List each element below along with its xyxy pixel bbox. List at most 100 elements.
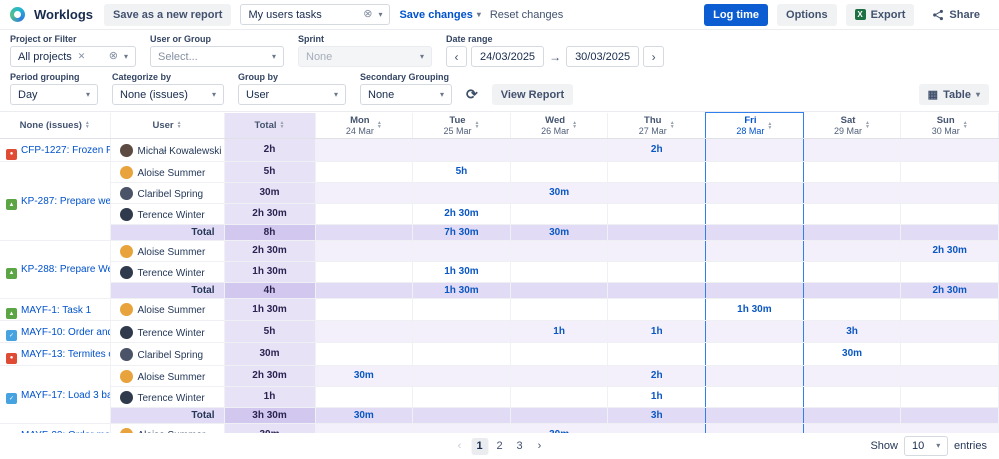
worklog-cell[interactable] [900, 203, 999, 225]
worklog-cell[interactable] [412, 182, 511, 204]
worklog-cell[interactable] [705, 320, 804, 343]
worklog-cell[interactable]: 1h 30m [412, 261, 511, 283]
column-header[interactable]: Mon 24 Mar ▲ ▼ [315, 112, 414, 139]
user-group-select[interactable]: Select... ▾ [150, 46, 284, 67]
worklog-cell[interactable] [510, 138, 609, 162]
issue-link[interactable]: MAYF-13: Termites on... [21, 349, 109, 360]
worklog-cell[interactable] [803, 298, 902, 321]
column-header[interactable]: Fri 28 Mar ▲ ▼ [705, 112, 804, 139]
period-grouping-select[interactable]: Day ▾ [10, 84, 98, 105]
column-header[interactable]: Thu 27 Mar ▲ ▼ [607, 112, 707, 139]
worklog-cell[interactable] [315, 320, 414, 343]
issue-link[interactable]: KP-287: Prepare week... [21, 195, 109, 207]
page-size-select[interactable]: 10 ▾ [903, 436, 948, 456]
worklog-cell[interactable]: 30m [510, 182, 609, 204]
page-button[interactable]: 1 [471, 437, 488, 455]
issue-link[interactable]: MAYF-20: Order mate... [21, 430, 109, 434]
worklog-cell[interactable] [315, 298, 414, 321]
worklog-cell[interactable]: 1h [510, 320, 609, 343]
worklog-cell[interactable] [900, 423, 999, 433]
clear-icon[interactable]: ⊗ [363, 8, 373, 20]
worklog-cell[interactable] [607, 182, 707, 204]
refresh-button[interactable]: ⟳ [466, 84, 478, 105]
worklog-cell[interactable] [803, 182, 902, 204]
worklog-cell[interactable] [900, 342, 999, 366]
table-view-button[interactable]: ▦ Table ▾ [918, 84, 989, 105]
worklog-cell[interactable] [803, 386, 902, 408]
save-changes-button[interactable]: Save changes ▾ [399, 9, 480, 21]
worklog-cell[interactable] [803, 203, 902, 225]
worklog-cell[interactable] [510, 386, 609, 408]
worklog-cell[interactable] [900, 182, 999, 204]
worklog-cell[interactable] [315, 138, 414, 162]
worklog-cell[interactable] [705, 365, 804, 387]
worklog-cell[interactable] [900, 138, 999, 162]
column-header[interactable]: Tue 25 Mar ▲ ▼ [412, 112, 511, 139]
worklog-cell[interactable] [412, 423, 511, 433]
worklog-cell[interactable] [412, 138, 511, 162]
worklog-cell[interactable] [412, 320, 511, 343]
worklog-cell[interactable] [510, 240, 609, 262]
worklog-cell[interactable]: 1h [607, 320, 707, 343]
column-header[interactable]: Total ▲ ▼ [224, 112, 316, 139]
worklog-cell[interactable] [803, 365, 902, 387]
worklog-cell[interactable] [607, 161, 707, 183]
worklog-cell[interactable] [900, 320, 999, 343]
remove-tag-icon[interactable]: ✕ [77, 51, 86, 61]
column-header[interactable]: User ▲ ▼ [110, 112, 225, 139]
issue-link[interactable]: MAYF-10: Order and ... [21, 327, 109, 338]
worklog-cell[interactable] [803, 161, 902, 183]
worklog-cell[interactable]: 30m [803, 342, 902, 366]
column-header[interactable]: Sat 29 Mar ▲ ▼ [803, 112, 902, 139]
worklog-cell[interactable] [705, 240, 804, 262]
worklog-cell[interactable] [705, 386, 804, 408]
worklog-cell[interactable] [900, 161, 999, 183]
worklog-cell[interactable] [412, 298, 511, 321]
issue-link[interactable]: MAYF-17: Load 3 barr... [21, 389, 109, 401]
worklog-cell[interactable] [510, 261, 609, 283]
worklog-cell[interactable] [412, 386, 511, 408]
worklog-cell[interactable] [803, 261, 902, 283]
save-as-new-report-button[interactable]: Save as a new report [104, 3, 232, 26]
worklog-cell[interactable] [705, 261, 804, 283]
worklog-cell[interactable] [315, 386, 414, 408]
worklog-cell[interactable]: 1h [607, 386, 707, 408]
log-time-button[interactable]: Log time [704, 3, 769, 26]
view-report-button[interactable]: View Report [491, 84, 574, 105]
worklog-cell[interactable] [510, 342, 609, 366]
issue-link[interactable]: KP-288: Prepare Week... [21, 264, 109, 276]
options-button[interactable]: Options [777, 3, 837, 26]
worklog-cell[interactable] [315, 161, 414, 183]
worklog-cell[interactable] [510, 161, 609, 183]
worklog-cell[interactable] [412, 342, 511, 366]
worklog-cell[interactable] [510, 298, 609, 321]
worklog-cell[interactable] [607, 423, 707, 433]
worklog-cell[interactable] [705, 342, 804, 366]
date-to-input[interactable]: 30/03/2025 [566, 46, 640, 67]
worklog-cell[interactable] [803, 240, 902, 262]
worklog-cell[interactable] [705, 423, 804, 433]
worklog-cell[interactable] [607, 298, 707, 321]
worklog-cell[interactable]: 2h 30m [900, 240, 999, 262]
worklog-cell[interactable]: 2h [607, 138, 707, 162]
worklog-cell[interactable] [607, 203, 707, 225]
worklog-cell[interactable] [510, 203, 609, 225]
page-button[interactable]: 2 [491, 438, 508, 455]
export-button[interactable]: X Export [845, 3, 915, 26]
worklog-cell[interactable] [705, 138, 804, 162]
worklog-cell[interactable]: 3h [803, 320, 902, 343]
worklog-cell[interactable] [607, 261, 707, 283]
clear-icon[interactable]: ⊗ [108, 50, 118, 62]
worklog-cell[interactable] [607, 342, 707, 366]
worklog-cell[interactable] [803, 423, 902, 433]
worklog-cell[interactable] [315, 182, 414, 204]
worklog-cell[interactable]: 2h [607, 365, 707, 387]
worklog-cell[interactable] [900, 298, 999, 321]
prev-date-button[interactable]: ‹ [446, 46, 467, 67]
worklog-cell[interactable]: 30m [510, 423, 609, 433]
worklog-cell[interactable] [510, 365, 609, 387]
worklog-cell[interactable] [315, 240, 414, 262]
worklog-cell[interactable] [705, 182, 804, 204]
issue-link[interactable]: CFP-1227: Frozen Pag... [21, 145, 109, 156]
worklog-cell[interactable] [900, 386, 999, 408]
